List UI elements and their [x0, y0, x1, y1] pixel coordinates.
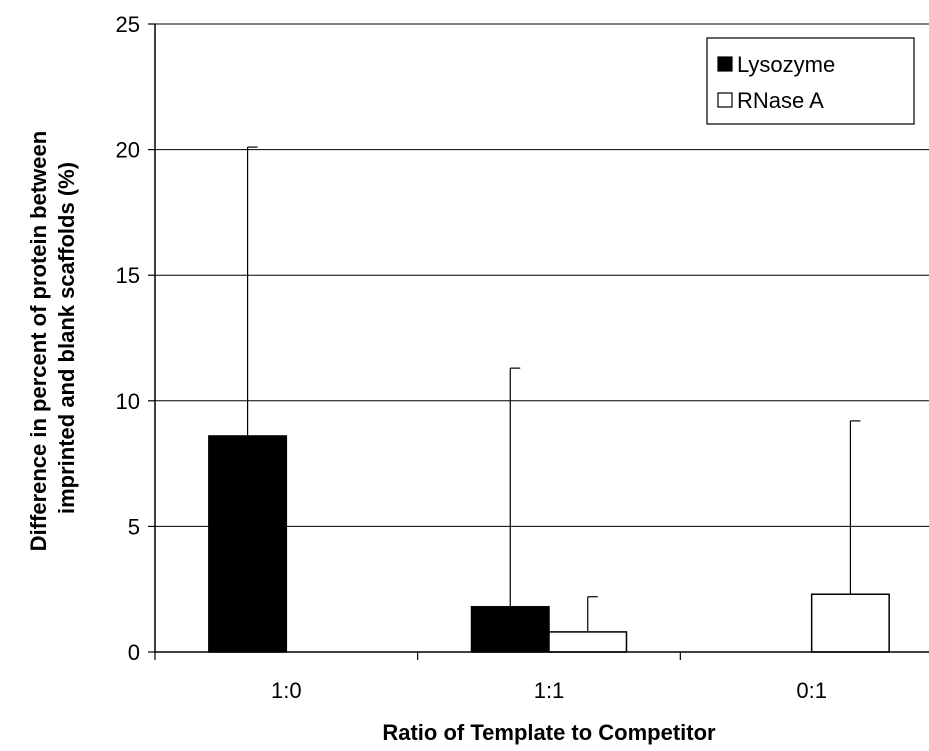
error-bars [246, 146, 861, 632]
y-tick-label-0: 0 [128, 640, 140, 665]
x-tick-label-1-1: 1:1 [534, 678, 565, 703]
y-tick-label-5: 5 [128, 514, 140, 539]
bars [208, 435, 890, 653]
legend-box [706, 37, 915, 125]
y-tick-label-10: 10 [116, 389, 140, 414]
legend-swatch-rnase-a [717, 92, 733, 108]
bar-lysozyme-1-1 [470, 606, 550, 653]
y-tick-label-15: 15 [116, 263, 140, 288]
x-tick-labels: 1:0 1:1 0:1 [271, 678, 827, 703]
y-tick-label-25: 25 [116, 12, 140, 37]
bar-lysozyme-1-0 [208, 435, 288, 653]
bar-rnase-a-0-1 [810, 593, 890, 653]
y-axis-title-line-1: Difference in percent of protein between [26, 131, 51, 552]
legend-label-rnase-a: RNase A [737, 88, 824, 113]
legend-label-lysozyme: Lysozyme [737, 52, 835, 77]
y-axis-title: Difference in percent of protein between… [26, 125, 79, 552]
bar-rnase-a-1-1 [548, 631, 628, 653]
y-tick-label-20: 20 [116, 138, 140, 163]
legend: Lysozyme RNase A [706, 37, 915, 125]
axes [148, 23, 929, 660]
x-tick-label-0-1: 0:1 [796, 678, 827, 703]
y-tick-labels: 0 5 10 15 20 25 [116, 12, 140, 665]
gridlines [155, 23, 929, 527]
y-axis-title-line-2: imprinted and blank scaffolds (%) [54, 162, 79, 514]
legend-swatch-lysozyme [717, 56, 733, 72]
x-tick-label-1-0: 1:0 [271, 678, 302, 703]
x-axis-title: Ratio of Template to Competitor [382, 720, 716, 745]
